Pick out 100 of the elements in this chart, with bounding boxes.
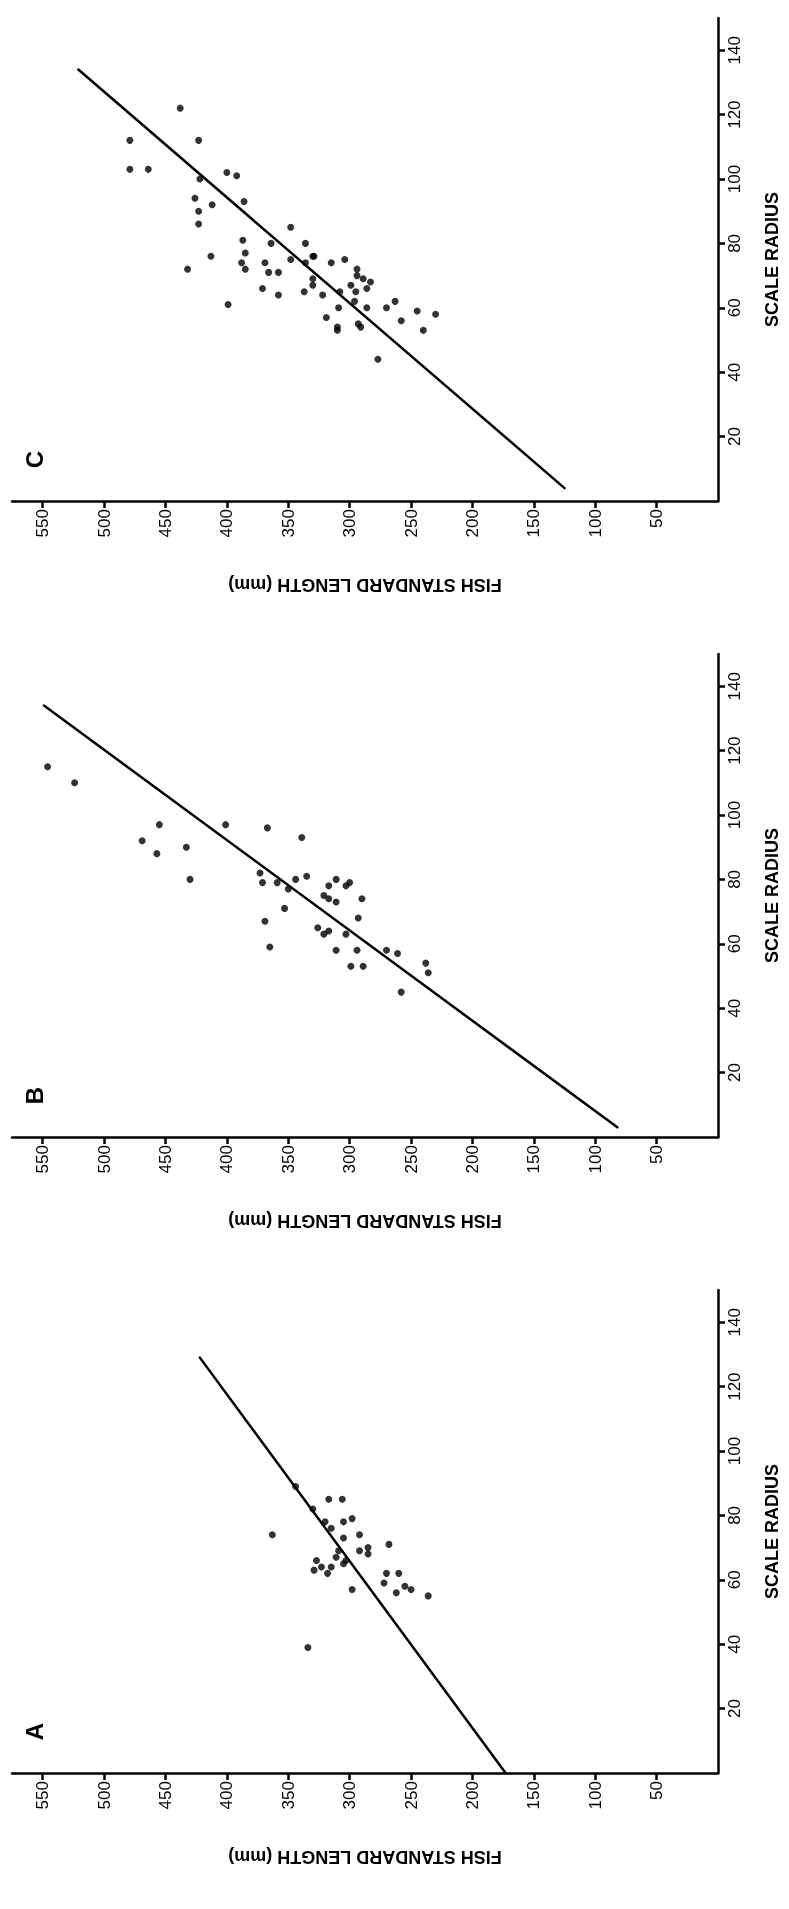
y-axis-title: SCALE RADIUS (762, 1463, 782, 1600)
point (325, 1495, 333, 1503)
y-tick-label: 40 (725, 362, 744, 382)
point (407, 1585, 415, 1593)
point (324, 1569, 332, 1577)
point (298, 834, 306, 842)
point (325, 882, 333, 890)
point (321, 1518, 329, 1526)
y-axis-title: SCALE RADIUS (762, 827, 782, 964)
x-tick-label: 500 (94, 1781, 114, 1810)
x-tick-label: 50 (647, 1145, 667, 1164)
x-tick-label: 100 (585, 509, 605, 538)
x-tick-label: 50 (647, 1781, 667, 1800)
point (359, 962, 367, 970)
text: B (20, 1086, 48, 1105)
point (304, 1643, 312, 1651)
point (268, 1531, 276, 1539)
point (355, 1531, 363, 1539)
point (186, 875, 194, 883)
y-tick-label: 20 (725, 427, 744, 447)
y-tick-label: 140 (725, 1308, 744, 1337)
y-tick-label: 140 (725, 36, 744, 65)
y-tick-label: 100 (725, 1436, 744, 1466)
point (284, 885, 292, 893)
x-tick-label: 50 (647, 509, 667, 528)
x-tick-label: 350 (278, 1781, 298, 1810)
x-tick-label: 250 (401, 1145, 421, 1174)
point (314, 924, 322, 932)
x-tick-label: 100 (585, 1145, 605, 1174)
y-tick-label: 80 (725, 1505, 744, 1525)
point (401, 1582, 409, 1590)
x-tick-label: 550 (33, 1145, 53, 1174)
x-tick-label: 250 (401, 509, 421, 538)
point (346, 879, 354, 887)
point (340, 1518, 348, 1526)
point (325, 895, 333, 903)
point (332, 898, 340, 906)
point (355, 1547, 363, 1555)
x-tick-label: 300 (340, 509, 360, 538)
y-tick-label: 40 (725, 998, 744, 1018)
y-tick-label: 120 (725, 1372, 744, 1401)
y-tick-label: 40 (725, 1634, 744, 1654)
point (348, 1585, 356, 1593)
y-tick-label: 80 (725, 869, 744, 889)
y-tick-label: 60 (725, 934, 744, 954)
point (332, 946, 340, 954)
y-tick-label: 100 (725, 164, 744, 194)
x-tick-label: 150 (524, 1145, 544, 1174)
x-tick-label: 450 (155, 509, 175, 538)
point (347, 962, 355, 970)
y-tick-label: 20 (725, 1063, 744, 1083)
point (309, 1505, 317, 1513)
point (385, 1540, 393, 1548)
point (71, 779, 79, 787)
point (354, 914, 362, 922)
x-tick-label: 100 (585, 1781, 605, 1810)
x-tick-label: 250 (401, 1781, 421, 1810)
x-tick-label: 500 (94, 509, 114, 538)
x-tick-label: 450 (155, 1781, 175, 1810)
y-tick-label: 60 (725, 1570, 744, 1590)
point (424, 969, 432, 977)
point (338, 1495, 346, 1503)
point (392, 1589, 400, 1597)
x-tick-label: 400 (217, 1781, 237, 1810)
point (348, 1515, 356, 1523)
point (342, 1556, 350, 1564)
point (292, 875, 300, 883)
y-tick-label: 100 (725, 800, 744, 830)
point (395, 1569, 403, 1577)
x-tick-label: 150 (524, 509, 544, 538)
point (258, 879, 266, 887)
point (320, 892, 328, 899)
text: C (20, 450, 48, 469)
x-axis-title: FISH STANDARD LENGTH (mm) (228, 1211, 502, 1231)
point (261, 917, 269, 925)
x-tick-label: 200 (462, 509, 482, 538)
point (364, 1544, 372, 1552)
point (222, 821, 230, 829)
y-tick-label: 20 (725, 1699, 744, 1719)
point (327, 1524, 335, 1532)
x-tick-label: 400 (217, 1145, 237, 1174)
point (422, 959, 430, 967)
point (182, 843, 190, 851)
point (155, 821, 163, 829)
point (358, 895, 366, 903)
x-tick-label: 400 (217, 509, 237, 538)
point (44, 763, 52, 771)
point (138, 837, 146, 845)
x-tick-label: 200 (462, 1781, 482, 1810)
point (382, 1569, 390, 1577)
point (273, 879, 281, 887)
x-tick-label: 350 (278, 1145, 298, 1174)
y-tick-label: 120 (725, 100, 744, 129)
point (382, 946, 390, 954)
point (424, 1592, 432, 1600)
text: A (20, 1722, 48, 1741)
point (340, 1534, 348, 1542)
x-axis-title: FISH STANDARD LENGTH (mm) (228, 575, 502, 595)
x-tick-label: 300 (340, 1145, 360, 1174)
point (292, 1482, 300, 1490)
